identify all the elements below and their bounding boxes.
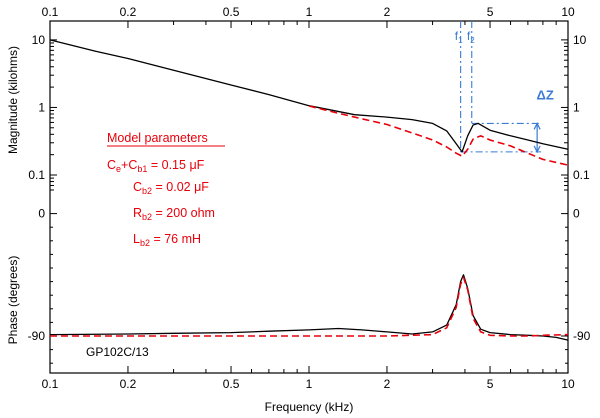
- phase-tick-label-left: -90: [28, 329, 46, 343]
- param-symbol: C: [107, 158, 116, 172]
- param-value: = 0.02 μF: [152, 180, 209, 194]
- x-tick-label-top: 10: [561, 5, 575, 19]
- phase-measured-curve: [49, 274, 569, 341]
- x-tick-label-top: 0.1: [42, 5, 59, 19]
- series-layer: [49, 39, 569, 341]
- model-parameter-line: Rb2 = 200 ohm: [133, 206, 215, 222]
- f2-label-sub: 2: [470, 36, 475, 45]
- f2-label: f2: [467, 29, 475, 45]
- phase-tick-label-right: 0: [573, 207, 580, 221]
- phase-model-curve: [50, 276, 569, 337]
- f1-label-sub: 1: [458, 36, 463, 45]
- phase-tick-label-right: -90: [573, 329, 591, 343]
- magnitude-tick-label-right: 0.1: [573, 168, 590, 182]
- param-subscript: b2: [140, 238, 150, 248]
- magnitude-tick-label-left: 0.1: [28, 168, 45, 182]
- magnitude-model-curve: [308, 105, 569, 166]
- x-tick-label-bottom: 0.5: [223, 377, 240, 391]
- f1-label: f1: [455, 29, 463, 45]
- x-tick-label-bottom: 5: [487, 377, 494, 391]
- x-tick-label-top: 1: [306, 5, 313, 19]
- magnitude-tick-label-right: 10: [573, 33, 587, 47]
- magnitude-tick-label-right: 1: [573, 100, 580, 114]
- param-subscript: e: [116, 164, 121, 174]
- dz-arrow-head-up: [533, 122, 541, 130]
- annotation-layer: f1 f2 ΔZ: [455, 21, 554, 154]
- param-value: = 0.15 μF: [147, 158, 204, 172]
- model-parameter-line: Lb2 = 76 mH: [133, 232, 201, 248]
- phase-axis-label: Phase (degrees): [6, 256, 20, 345]
- magnitude-axis-label: Magnitude (kilohms): [6, 46, 20, 154]
- model-parameters-title: Model parameters: [107, 131, 208, 145]
- x-tick-label-bottom: 2: [384, 377, 391, 391]
- param-subscript: b2: [142, 212, 152, 222]
- delta-z-label: ΔZ: [536, 87, 553, 102]
- x-tick-label-bottom: 10: [561, 377, 575, 391]
- x-tick-label-top: 2: [384, 5, 391, 19]
- param-value: = 200 ohm: [152, 206, 215, 220]
- param-symbol: C: [133, 180, 142, 194]
- magnitude-tick-label-left: 1: [38, 100, 45, 114]
- param-symbol: R: [133, 206, 142, 220]
- x-tick-label-bottom: 1: [306, 377, 313, 391]
- param-subscript: b2: [142, 186, 152, 196]
- x-tick-label-top: 5: [487, 5, 494, 19]
- param-symbol: L: [133, 232, 140, 246]
- param-subscript: b1: [137, 164, 147, 174]
- param-symbol: +C: [121, 158, 137, 172]
- x-tick-label-top: 0.2: [120, 5, 137, 19]
- plot-frame: [49, 20, 569, 374]
- dz-arrow-head-down: [533, 145, 541, 154]
- magnitude-measured-curve: [49, 39, 569, 153]
- x-tick-label-top: 0.5: [223, 5, 240, 19]
- magnitude-tick-label-left: 10: [32, 33, 46, 47]
- model-parameter-line: Cb2 = 0.02 μF: [133, 180, 209, 196]
- param-value: = 76 mH: [150, 232, 201, 246]
- specimen-label: GP102C/13: [86, 345, 149, 359]
- x-axis-label: Frequency (kHz): [265, 400, 354, 414]
- x-tick-label-bottom: 0.2: [120, 377, 137, 391]
- phase-tick-label-left: 0: [38, 207, 45, 221]
- x-tick-label-bottom: 0.1: [42, 377, 59, 391]
- model-parameter-line: Ce+Cb1 = 0.15 μF: [107, 158, 205, 174]
